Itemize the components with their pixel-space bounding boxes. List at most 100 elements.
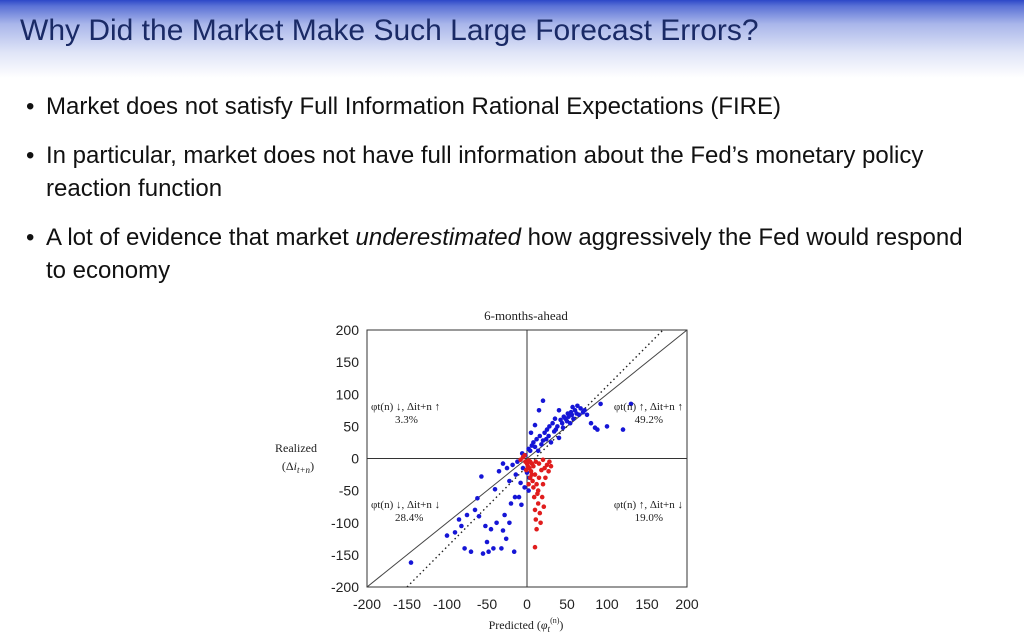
blue-data-point bbox=[512, 494, 518, 500]
blue-data-point bbox=[555, 424, 560, 429]
blue-data-point bbox=[536, 408, 542, 413]
x-axis-label-text: Predicted (φt(n)) bbox=[489, 616, 564, 634]
blue-data-point bbox=[500, 528, 506, 533]
blue-data-point bbox=[516, 494, 522, 500]
bullet-dot-icon: • bbox=[26, 224, 35, 251]
blue-data-point bbox=[503, 536, 509, 542]
blue-data-point bbox=[508, 501, 514, 506]
blue-data-point bbox=[511, 549, 517, 554]
scatter-chart: 6-months-ahead 200 150 100 50 0 -50 -100 -150 -2… bbox=[275, 308, 699, 634]
blue-data-point bbox=[507, 478, 512, 484]
blue-data-point bbox=[588, 420, 594, 426]
blue-data-point bbox=[499, 546, 504, 551]
title-bar bbox=[0, 0, 1024, 78]
red-data-point bbox=[547, 459, 552, 464]
red-data-point bbox=[532, 472, 538, 477]
bullet-item: • Market does not satisfy Full Informati… bbox=[26, 90, 986, 123]
blue-data-point bbox=[492, 487, 498, 492]
red-data-point bbox=[537, 510, 543, 516]
blue-data-point bbox=[468, 549, 474, 554]
bullet-dot-icon: • bbox=[26, 93, 35, 120]
x-tick-label: 0 bbox=[523, 596, 531, 612]
y-tick-label: -50 bbox=[339, 483, 359, 499]
x-tick-label: 150 bbox=[635, 596, 659, 612]
blue-data-point bbox=[535, 448, 541, 454]
forty-five-degree-line bbox=[366, 329, 688, 588]
data-points bbox=[408, 398, 634, 565]
blue-data-point bbox=[452, 530, 458, 535]
red-data-point bbox=[542, 465, 547, 471]
y-tick-label: 0 bbox=[351, 451, 359, 467]
blue-data-point bbox=[548, 440, 554, 445]
blue-data-point bbox=[556, 408, 562, 413]
quadrant-label: φt(n) ↓, Δit+n ↑ bbox=[371, 401, 440, 413]
quadrant-label: φt(n) ↓, Δit+n ↓ bbox=[371, 499, 440, 511]
red-data-point bbox=[538, 520, 543, 526]
red-data-point bbox=[527, 475, 533, 481]
red-data-point bbox=[535, 501, 541, 506]
blue-data-point bbox=[556, 435, 562, 441]
slide-title: Why Did the Market Make Such Large Forec… bbox=[20, 14, 759, 47]
bullet-list: • Market does not satisfy Full Informati… bbox=[26, 90, 986, 303]
blue-data-point bbox=[542, 430, 547, 436]
y-tick-label: 150 bbox=[336, 354, 360, 370]
quadrant-percentage: 19.0% bbox=[635, 512, 663, 524]
blue-data-point bbox=[539, 442, 544, 447]
blue-data-point bbox=[570, 404, 575, 410]
blue-data-point bbox=[569, 412, 575, 418]
blue-data-point bbox=[559, 420, 565, 426]
blue-data-point bbox=[504, 465, 510, 471]
blue-data-point bbox=[518, 480, 523, 486]
blue-data-point bbox=[532, 444, 538, 450]
red-data-point bbox=[535, 488, 541, 493]
red-data-point bbox=[543, 475, 548, 481]
quadrant-percentage: 3.3% bbox=[395, 414, 418, 426]
blue-data-point bbox=[620, 427, 626, 432]
blue-data-point bbox=[537, 433, 543, 439]
blue-data-point bbox=[494, 520, 499, 526]
blue-data-point bbox=[488, 526, 494, 532]
x-tick-label: 50 bbox=[559, 596, 575, 612]
blue-data-point bbox=[531, 440, 536, 445]
bullet-emphasis: underestimated bbox=[355, 224, 521, 251]
blue-data-point bbox=[456, 517, 462, 522]
blue-data-point bbox=[604, 424, 610, 429]
quadrant-percentage: 28.4% bbox=[395, 512, 423, 524]
red-data-point bbox=[544, 462, 550, 468]
blue-data-point bbox=[546, 433, 551, 439]
x-tick-label: -150 bbox=[393, 596, 421, 612]
blue-data-point bbox=[472, 507, 478, 513]
blue-data-point bbox=[534, 436, 539, 442]
red-data-point bbox=[532, 507, 538, 513]
y-tick-label: 100 bbox=[336, 386, 360, 402]
blue-data-point bbox=[464, 512, 470, 518]
red-data-point bbox=[534, 526, 539, 532]
quadrant-label: φt(n) ↑, Δit+n ↑ bbox=[614, 401, 683, 413]
reference-lines bbox=[366, 329, 688, 588]
red-data-point bbox=[531, 463, 536, 469]
blue-data-point bbox=[532, 422, 538, 428]
blue-data-point bbox=[598, 401, 603, 407]
blue-data-point bbox=[567, 420, 573, 426]
blue-data-point bbox=[571, 416, 576, 421]
blue-data-point bbox=[552, 416, 558, 421]
bullet-text-before: A lot of evidence that market bbox=[46, 224, 356, 251]
blue-data-point bbox=[526, 488, 531, 493]
bullet-text: Market does not satisfy Full Information… bbox=[46, 93, 781, 120]
blue-data-point bbox=[408, 560, 414, 565]
bullet-text-after: how aggressively the Fed would respond t… bbox=[46, 224, 963, 284]
red-data-point bbox=[533, 517, 539, 522]
blue-data-point bbox=[502, 512, 507, 518]
y-tick-label: -100 bbox=[331, 515, 359, 531]
blue-data-point bbox=[540, 398, 546, 403]
x-tick-label: -50 bbox=[477, 596, 497, 612]
red-data-point bbox=[536, 461, 542, 466]
blue-data-point bbox=[483, 523, 488, 529]
blue-data-point bbox=[550, 420, 555, 426]
blue-data-point bbox=[543, 436, 549, 442]
x-tick-label: -200 bbox=[353, 596, 381, 612]
red-data-point bbox=[536, 475, 542, 481]
blue-data-point bbox=[459, 523, 464, 529]
blue-data-point bbox=[582, 408, 587, 413]
